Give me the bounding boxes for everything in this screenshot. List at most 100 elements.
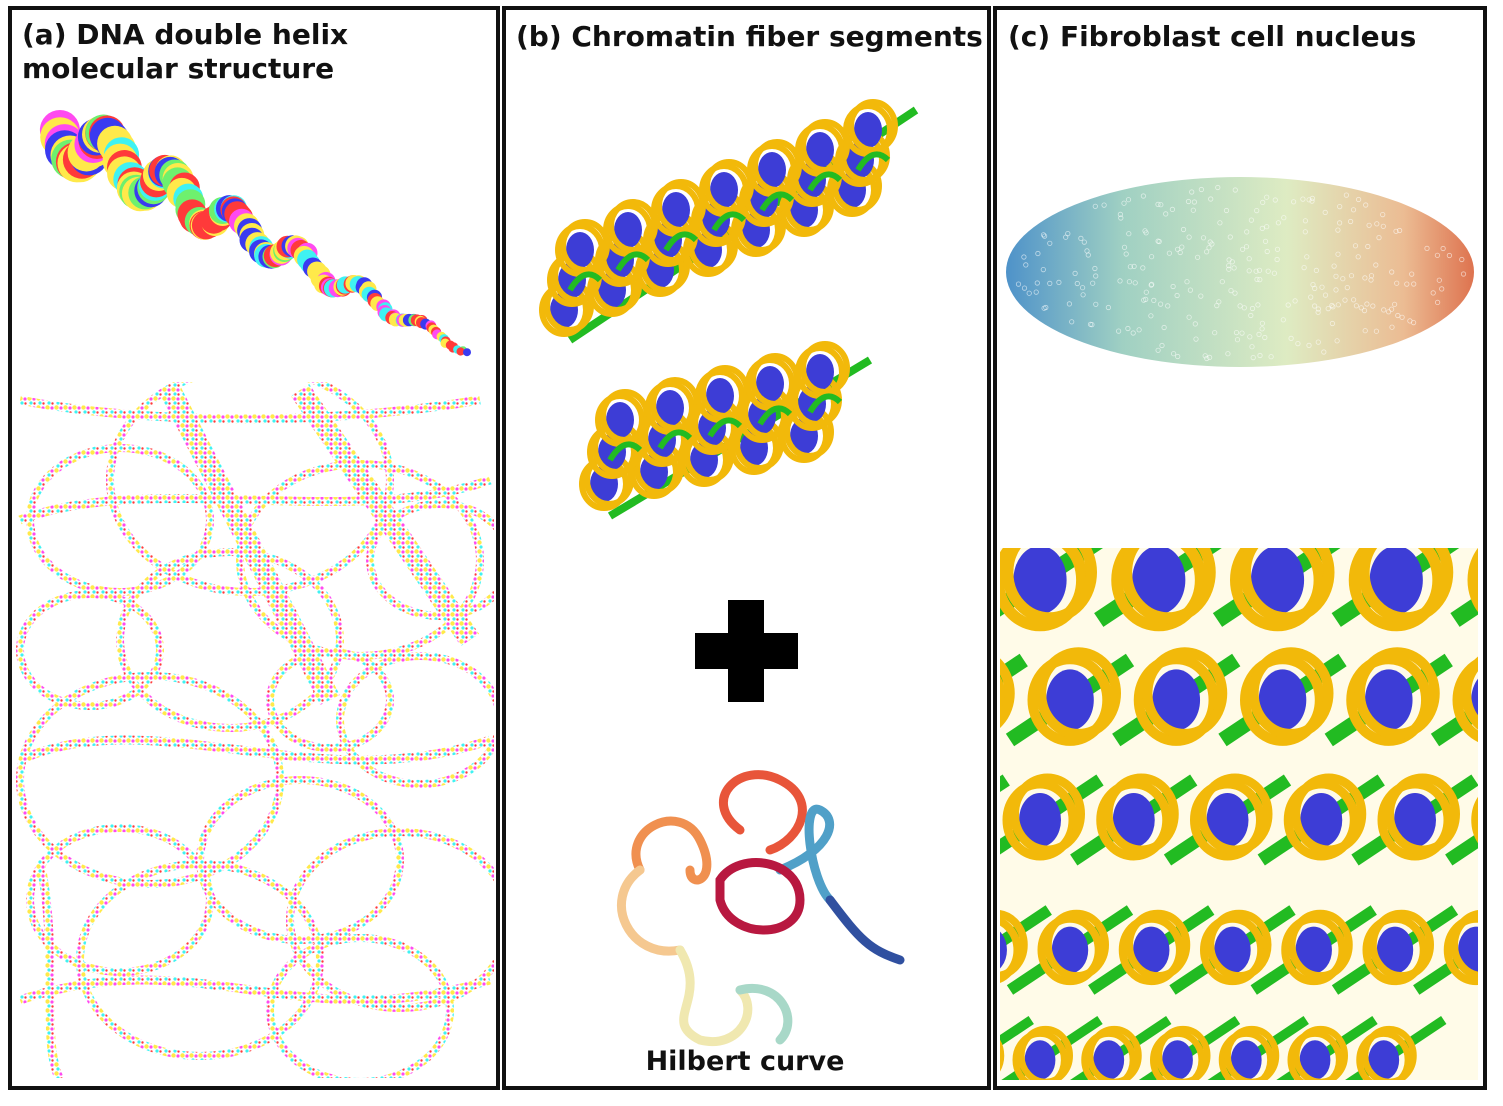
fiber-texture	[1040, 266, 1046, 273]
fiber-texture	[1118, 215, 1124, 221]
fiber-texture	[1187, 287, 1194, 293]
fiber-texture	[1348, 218, 1354, 225]
fiber-texture	[1253, 268, 1259, 274]
hilbert-curve-segment	[631, 816, 712, 885]
fiber-texture	[1204, 249, 1210, 255]
dna-wrap	[595, 393, 645, 447]
dna-tangle-illustration	[16, 382, 494, 1078]
dna-strand-loop	[266, 648, 394, 752]
fiber-texture	[1315, 306, 1322, 312]
fiber-texture	[1186, 314, 1192, 320]
dna-wrap	[1133, 654, 1219, 746]
fiber-texture	[1280, 317, 1286, 323]
fiber-texture	[1121, 200, 1127, 206]
dna-wrap	[1224, 1025, 1280, 1080]
fiber-texture	[1319, 284, 1325, 290]
fiber-texture	[1295, 340, 1301, 347]
fiber-texture	[1204, 355, 1210, 362]
fiber-texture	[1333, 287, 1339, 293]
hilbert-curve-segment	[675, 945, 753, 1047]
dna-strand-band	[19, 395, 481, 424]
nucleus-body	[1006, 177, 1474, 367]
fiber-texture	[1246, 256, 1252, 262]
fiber-texture	[1161, 324, 1167, 331]
fiber-texture	[1034, 280, 1040, 286]
fiber-texture	[1026, 290, 1032, 296]
fiber-texture	[1274, 256, 1280, 263]
dna-wrap	[1150, 1030, 1205, 1080]
fiber-texture	[1158, 202, 1164, 208]
dna-wrap	[1000, 1039, 1005, 1072]
fiber-texture	[1333, 273, 1339, 279]
fiber-texture	[1365, 243, 1371, 250]
fiber-texture	[1459, 256, 1465, 263]
fiber-texture	[1313, 267, 1320, 273]
fiber-texture	[1274, 246, 1281, 252]
dna-wrap	[800, 341, 850, 395]
fiber-texture	[1080, 285, 1086, 291]
fiber-texture	[1169, 206, 1176, 212]
fiber-texture	[1174, 292, 1180, 299]
fiber-texture	[1256, 331, 1262, 337]
dna-wrap	[699, 163, 749, 217]
fiber-texture	[1132, 280, 1138, 286]
fiber-texture	[1233, 329, 1240, 336]
fiber-texture	[1093, 273, 1099, 279]
histone-core	[1299, 1040, 1331, 1080]
fiber-texture	[1136, 327, 1142, 333]
panel-b-title: (b) Chromatin fiber segments	[516, 20, 983, 53]
fiber-texture	[1131, 263, 1137, 269]
fiber-texture	[1227, 234, 1233, 240]
fiber-texture	[1085, 252, 1091, 258]
dna-wrap	[1291, 773, 1367, 855]
fiber-texture	[1125, 325, 1131, 332]
histone-core	[806, 132, 834, 168]
histone-core	[1376, 926, 1414, 974]
fiber-texture	[1331, 263, 1337, 269]
dna-wrap	[848, 99, 898, 153]
histone-core	[710, 172, 738, 208]
fiber-texture	[1206, 245, 1212, 251]
histone-core	[1206, 793, 1249, 847]
fiber-texture	[1260, 199, 1266, 205]
histone-core	[854, 112, 882, 148]
dna-wrap	[1283, 779, 1359, 861]
fiber-texture	[1232, 187, 1238, 193]
histone-core	[1214, 926, 1251, 974]
fiber-texture	[1223, 207, 1230, 214]
fiber-texture	[1337, 220, 1343, 226]
fiber-texture	[1310, 281, 1316, 288]
fiber-texture	[1381, 307, 1387, 313]
fiber-texture	[1373, 262, 1379, 268]
histone-core	[940, 669, 988, 730]
fiber-texture	[1259, 225, 1265, 231]
dna-wrap	[1000, 658, 1015, 728]
dna-wrap	[1346, 654, 1432, 746]
dna-strand-loop	[76, 860, 324, 1060]
dna-wrap	[1081, 1030, 1137, 1080]
dna-wrap	[1096, 779, 1172, 861]
fiber-texture	[1234, 337, 1241, 343]
histone-core	[1024, 1040, 1056, 1080]
linker-dna	[1000, 905, 1052, 950]
fiber-texture	[1393, 228, 1399, 234]
dna-wrap	[1461, 656, 1478, 730]
panel-b-frame	[502, 6, 991, 1090]
fiber-texture	[1330, 304, 1336, 310]
histone-core	[1093, 1040, 1125, 1080]
fiber-texture	[1306, 342, 1312, 348]
fiber-texture	[1399, 314, 1405, 320]
fiber-texture	[1200, 235, 1207, 241]
dna-wrap	[879, 534, 963, 625]
fiber-texture	[1021, 254, 1027, 260]
hilbert-curve-segment	[617, 865, 685, 956]
fiber-texture	[1300, 196, 1306, 202]
dna-wrap	[1287, 1030, 1343, 1080]
fiber-texture	[1334, 338, 1340, 344]
fiber-texture	[1363, 202, 1369, 208]
dna-wrap	[1452, 657, 1478, 743]
fiber-texture	[1248, 312, 1254, 319]
histone-core	[956, 1040, 987, 1080]
fiber-texture	[1264, 194, 1270, 200]
